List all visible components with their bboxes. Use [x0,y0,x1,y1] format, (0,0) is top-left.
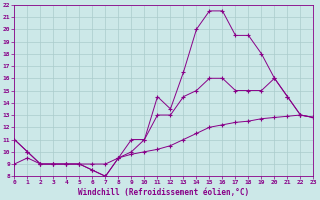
X-axis label: Windchill (Refroidissement éolien,°C): Windchill (Refroidissement éolien,°C) [78,188,250,197]
